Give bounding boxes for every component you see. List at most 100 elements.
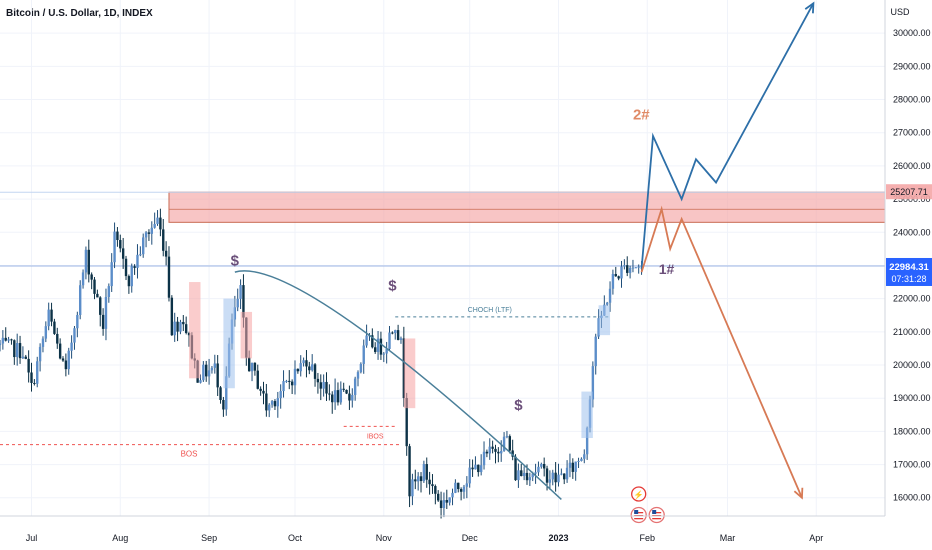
candle-body <box>565 467 569 480</box>
dollar-mark: $ <box>231 252 240 269</box>
candle <box>414 469 417 490</box>
candle-body <box>293 368 297 386</box>
candle <box>259 386 262 396</box>
candle-body <box>150 227 153 234</box>
projection-path-1 <box>640 205 803 499</box>
candle-body <box>262 390 265 394</box>
candle-body <box>382 353 385 355</box>
candle-body <box>508 436 512 451</box>
candle <box>560 468 563 476</box>
candle-body <box>153 223 156 228</box>
candle-body <box>182 321 185 325</box>
candle-body <box>542 463 546 469</box>
candle <box>207 358 211 385</box>
candle-body <box>279 391 282 399</box>
candle-body <box>316 378 320 383</box>
candle-body <box>308 366 311 371</box>
candle-body <box>385 349 388 354</box>
candle <box>331 391 334 414</box>
x-tick-label: Aug <box>112 533 128 543</box>
candle-body <box>159 217 162 230</box>
candle-body <box>514 456 517 481</box>
candle-body <box>451 492 454 498</box>
ibos-label: IBOS <box>367 433 384 440</box>
candle <box>611 269 615 295</box>
candle <box>497 447 500 463</box>
candle <box>522 466 526 481</box>
candle-body <box>213 363 217 368</box>
candle <box>147 229 151 241</box>
candle-body <box>101 314 105 329</box>
candle <box>173 312 176 342</box>
candle <box>93 277 96 300</box>
candle-body <box>339 388 343 403</box>
candle <box>485 449 489 458</box>
x-tick-label: Mar <box>720 533 736 543</box>
order-block <box>581 391 593 439</box>
candle <box>299 355 302 377</box>
choch-label: CHOCH (LTF) <box>468 307 512 314</box>
candle-body <box>428 479 431 485</box>
order-block <box>403 338 416 409</box>
candle <box>379 331 383 360</box>
candle <box>554 461 557 492</box>
candle-body <box>465 483 469 487</box>
candle <box>308 361 311 375</box>
candle <box>462 484 466 499</box>
candle-body <box>322 381 325 389</box>
candle-body <box>104 297 108 329</box>
candle <box>239 279 242 310</box>
candle-body <box>325 381 328 394</box>
candle <box>270 399 274 408</box>
resistance-zone <box>168 191 886 223</box>
x-tick-label: Sep <box>201 533 217 543</box>
candle-body <box>56 333 59 344</box>
candle-body <box>365 335 368 346</box>
candle-body <box>27 358 30 373</box>
last-price-tag <box>886 257 932 286</box>
candle <box>465 476 469 499</box>
candle-body <box>439 500 443 509</box>
candle-body <box>585 427 589 455</box>
candle-body <box>371 335 374 348</box>
candle-body <box>119 239 122 249</box>
candle-body <box>93 279 96 294</box>
candle <box>142 233 145 258</box>
candle-body <box>411 479 414 497</box>
candle-body <box>525 472 529 481</box>
candle <box>179 319 182 335</box>
candle <box>90 272 93 290</box>
candle <box>18 335 22 364</box>
candle <box>382 352 385 363</box>
candle <box>0 340 2 352</box>
candle-body <box>448 497 451 503</box>
candle-body <box>359 363 363 373</box>
candle <box>494 444 497 464</box>
candle <box>574 461 577 481</box>
candle-body <box>216 363 219 388</box>
candle <box>21 346 25 359</box>
candle <box>394 329 397 340</box>
candle-body <box>631 267 635 269</box>
candle-body <box>273 401 277 407</box>
candle-body <box>425 464 428 480</box>
order-block <box>223 298 235 389</box>
candle-body <box>419 476 423 482</box>
candle-body <box>139 254 142 256</box>
projection-path-2-arrowhead <box>804 1 815 14</box>
candle-body <box>353 378 357 396</box>
candle <box>27 350 30 383</box>
candle <box>67 347 70 375</box>
candle <box>376 331 380 360</box>
candle-body <box>179 321 182 332</box>
candle-body <box>540 463 543 467</box>
candle <box>388 325 391 351</box>
candle <box>58 338 62 360</box>
candle-body <box>545 468 549 483</box>
candle-body <box>288 380 291 382</box>
candle <box>353 376 357 401</box>
candle-body <box>247 357 251 372</box>
candle-body <box>554 472 557 483</box>
candle-body <box>491 446 494 449</box>
